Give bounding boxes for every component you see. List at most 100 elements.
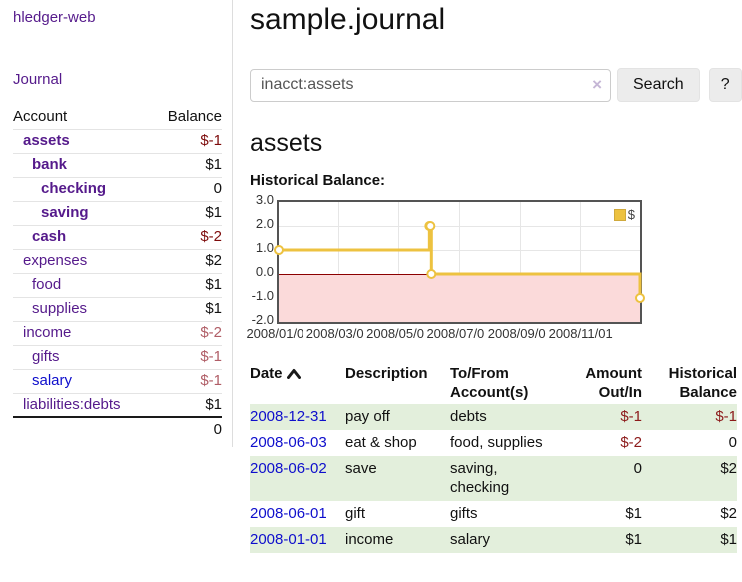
account-row: income $-2 <box>13 321 222 346</box>
account-row: assets $-1 <box>13 129 222 154</box>
data-point-marker <box>274 245 284 255</box>
account-balance: $-1 <box>145 345 222 370</box>
account-row: bank $1 <box>13 153 222 178</box>
sort-ascending-icon <box>286 365 301 384</box>
account-link[interactable]: salary <box>32 372 73 389</box>
account-row: cash $-2 <box>13 225 222 250</box>
col-date-sort[interactable]: Date <box>250 362 345 404</box>
account-row: checking 0 <box>13 177 222 202</box>
transaction-row: 2008-01-01 income salary $1 $1 <box>250 527 737 553</box>
transaction-date-link[interactable]: 2008-01-01 <box>250 531 327 548</box>
transaction-accounts: saving, checking <box>450 460 510 496</box>
accounts-header-row: Account Balance <box>13 105 222 130</box>
balance-line-series <box>274 221 645 303</box>
chart-title: Historical Balance: <box>250 172 386 189</box>
account-link[interactable]: cash <box>32 228 67 245</box>
help-button[interactable]: ? <box>708 68 742 102</box>
gridline-v <box>337 202 339 322</box>
account-row: salary $-1 <box>13 369 222 394</box>
account-balance: $1 <box>145 273 222 298</box>
account-row: liabilities:debts $1 <box>13 393 222 418</box>
transaction-date-link[interactable]: 2008-12-31 <box>250 408 327 425</box>
col-balance: Historical Balance <box>668 365 737 401</box>
account-link[interactable]: food <box>32 276 62 293</box>
accounts-total-row: 0 <box>13 416 222 441</box>
col-amount: Amount Out/In <box>585 365 642 401</box>
accounts-col-account: Account <box>13 105 145 130</box>
transaction-accounts: gifts <box>450 505 478 522</box>
sidebar-item-journal[interactable]: Journal <box>13 71 63 88</box>
account-heading: assets <box>250 129 323 157</box>
transaction-description: save <box>345 460 377 477</box>
transaction-date-link[interactable]: 2008-06-03 <box>250 434 327 451</box>
transaction-description: eat & shop <box>345 434 417 451</box>
legend-swatch-icon <box>613 208 626 221</box>
transaction-description: income <box>345 531 394 548</box>
y-axis-label: -2.0 <box>251 312 274 327</box>
search-button[interactable]: Search <box>617 68 700 102</box>
account-link[interactable]: gifts <box>32 348 60 365</box>
account-link[interactable]: supplies <box>32 300 88 317</box>
account-balance: 0 <box>145 177 222 202</box>
account-link[interactable]: bank <box>32 156 68 173</box>
transaction-date-link[interactable]: 2008-06-01 <box>250 505 327 522</box>
account-link[interactable]: assets <box>23 132 70 149</box>
x-axis-label: 2008/03/01 <box>303 326 374 341</box>
negative-region <box>279 274 640 322</box>
transaction-amount: $1 <box>625 505 642 522</box>
col-description: Description <box>345 365 428 382</box>
x-axis-label: 2008/05/01 <box>363 326 434 341</box>
account-row: food $1 <box>13 273 222 298</box>
account-link[interactable]: expenses <box>23 252 88 269</box>
transaction-amount: $-1 <box>620 408 642 425</box>
transaction-description: gift <box>345 505 366 522</box>
account-link[interactable]: checking <box>41 180 107 197</box>
gridline-v <box>398 202 400 322</box>
account-row: supplies $1 <box>13 297 222 322</box>
gridline-v <box>519 202 521 322</box>
account-balance: $-2 <box>145 225 222 250</box>
app-title-link[interactable]: hledger-web <box>13 9 96 26</box>
clear-search-icon[interactable]: × <box>592 75 602 95</box>
gridline-v <box>458 202 460 322</box>
transaction-date-link[interactable]: 2008-06-02 <box>250 460 327 477</box>
account-row: expenses $2 <box>13 249 222 274</box>
account-row: gifts $-1 <box>13 345 222 370</box>
account-link[interactable]: liabilities:debts <box>23 395 121 413</box>
transaction-accounts: food, supplies <box>450 434 543 451</box>
accounts-table: Account Balance assets $-1 bank $1 checking 0… <box>13 105 222 441</box>
transaction-amount: $-2 <box>620 434 642 451</box>
account-balance: $2 <box>145 249 222 274</box>
transaction-accounts: debts <box>450 408 487 425</box>
account-balance: $-1 <box>145 129 222 154</box>
transaction-balance: $1 <box>720 531 737 548</box>
transaction-amount: $1 <box>625 531 642 548</box>
chart-plot-area: $ <box>274 200 645 324</box>
transactions-table: Date Description To/From Account(s) Amou… <box>250 362 737 553</box>
account-balance: $1 <box>145 153 222 178</box>
transaction-balance: $2 <box>720 505 737 522</box>
transaction-row: 2008-06-02 save saving, checking 0 $2 <box>250 456 737 501</box>
x-axis-label: 2008/09/01 <box>485 326 556 341</box>
main-content: sample.journal × Search ? assets Histori… <box>233 0 742 553</box>
account-balance: $-1 <box>145 369 222 394</box>
y-axis-label: 2.0 <box>255 216 274 231</box>
x-axis-label: 2008/07/01 <box>424 326 494 341</box>
chart-legend: $ <box>611 206 637 223</box>
transaction-balance: 0 <box>728 434 737 451</box>
account-link[interactable]: saving <box>41 204 89 221</box>
data-point-marker <box>425 221 436 231</box>
accounts-col-balance: Balance <box>145 105 222 130</box>
transaction-amount: 0 <box>633 460 642 477</box>
search-input[interactable] <box>250 68 611 102</box>
account-balance: $-2 <box>145 321 222 346</box>
transaction-balance: $2 <box>720 460 737 477</box>
gridline-v <box>580 202 582 322</box>
account-link[interactable]: income <box>23 324 72 341</box>
transaction-accounts: salary <box>450 531 491 548</box>
gridline-h <box>279 250 640 251</box>
x-axis-label: 2008/01/01 <box>244 326 314 341</box>
x-axis-label: 2008/11/01 <box>545 326 616 341</box>
col-accounts: To/From Account(s) <box>450 365 529 401</box>
y-axis-label: 0.0 <box>255 264 274 279</box>
